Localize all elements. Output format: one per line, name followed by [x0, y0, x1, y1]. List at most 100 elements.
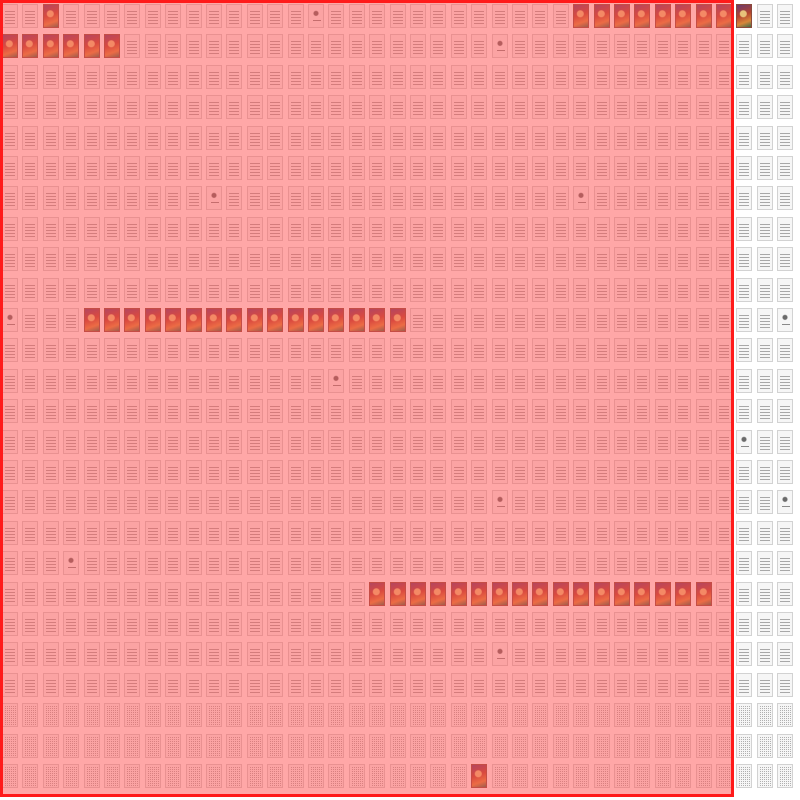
page-thumbnail[interactable]: [532, 368, 549, 393]
page-thumbnail[interactable]: [389, 216, 406, 241]
illustration-thumbnail[interactable]: [389, 308, 406, 332]
page-thumbnail[interactable]: [389, 612, 406, 636]
page-thumbnail[interactable]: [389, 95, 406, 120]
page-thumbnail[interactable]: [206, 338, 222, 363]
page-thumbnail[interactable]: [267, 642, 284, 667]
page-thumbnail[interactable]: [593, 490, 610, 515]
page-thumbnail[interactable]: [144, 460, 161, 484]
page-thumbnail[interactable]: [573, 34, 590, 59]
page-thumbnail[interactable]: [83, 338, 100, 363]
page-thumbnail[interactable]: [736, 64, 753, 89]
page-thumbnail[interactable]: [695, 368, 712, 393]
page-thumbnail[interactable]: [22, 64, 39, 89]
page-thumbnail[interactable]: [287, 764, 304, 788]
page-thumbnail[interactable]: [144, 125, 161, 150]
page-thumbnail[interactable]: [389, 703, 406, 728]
page-thumbnail[interactable]: [695, 247, 712, 272]
page-thumbnail[interactable]: [532, 429, 549, 454]
page-thumbnail[interactable]: [389, 520, 406, 545]
illustration-thumbnail[interactable]: [491, 581, 508, 606]
page-thumbnail[interactable]: [2, 156, 18, 180]
page-thumbnail[interactable]: [246, 460, 263, 484]
page-thumbnail[interactable]: [369, 34, 386, 59]
page-thumbnail[interactable]: [552, 490, 569, 515]
illustration-thumbnail[interactable]: [348, 308, 365, 332]
page-thumbnail[interactable]: [287, 4, 304, 28]
page-thumbnail[interactable]: [246, 399, 263, 424]
page-thumbnail[interactable]: [512, 64, 528, 89]
page-thumbnail[interactable]: [22, 125, 39, 150]
page-thumbnail[interactable]: [2, 216, 18, 241]
page-thumbnail[interactable]: [491, 672, 508, 697]
page-thumbnail[interactable]: [552, 156, 569, 180]
page-thumbnail[interactable]: [491, 703, 508, 728]
illustration-thumbnail[interactable]: [675, 4, 692, 28]
page-thumbnail[interactable]: [348, 399, 365, 424]
page-thumbnail[interactable]: [695, 642, 712, 667]
page-thumbnail[interactable]: [552, 4, 569, 28]
page-thumbnail[interactable]: [756, 125, 773, 150]
page-thumbnail[interactable]: [185, 186, 202, 211]
page-thumbnail[interactable]: [430, 247, 447, 272]
page-thumbnail[interactable]: [777, 186, 794, 211]
page-thumbnail[interactable]: [124, 733, 141, 758]
page-thumbnail[interactable]: [267, 764, 284, 788]
page-thumbnail[interactable]: [348, 551, 365, 576]
page-thumbnail[interactable]: [654, 277, 671, 302]
page-thumbnail[interactable]: [593, 703, 610, 728]
page-thumbnail[interactable]: [369, 703, 386, 728]
page-thumbnail[interactable]: [410, 308, 426, 332]
illustration-thumbnail[interactable]: [124, 308, 141, 332]
page-thumbnail[interactable]: [410, 216, 426, 241]
page-thumbnail[interactable]: [2, 277, 18, 302]
page-thumbnail[interactable]: [430, 733, 447, 758]
page-thumbnail[interactable]: [389, 672, 406, 697]
page-thumbnail[interactable]: [63, 95, 80, 120]
page-thumbnail[interactable]: [736, 277, 753, 302]
page-thumbnail[interactable]: [736, 308, 753, 332]
page-thumbnail[interactable]: [165, 733, 182, 758]
page-thumbnail[interactable]: [369, 368, 386, 393]
page-thumbnail[interactable]: [63, 520, 80, 545]
page-thumbnail[interactable]: [308, 733, 324, 758]
page-thumbnail[interactable]: [63, 703, 80, 728]
illustration-thumbnail[interactable]: [573, 4, 590, 28]
illustration-thumbnail[interactable]: [654, 581, 671, 606]
page-thumbnail[interactable]: [348, 4, 365, 28]
page-thumbnail[interactable]: [695, 429, 712, 454]
page-thumbnail[interactable]: [185, 642, 202, 667]
page-thumbnail[interactable]: [736, 368, 753, 393]
page-thumbnail[interactable]: [777, 156, 794, 180]
page-thumbnail[interactable]: [777, 368, 794, 393]
page-thumbnail[interactable]: [654, 338, 671, 363]
page-thumbnail[interactable]: [185, 156, 202, 180]
page-thumbnail[interactable]: [165, 490, 182, 515]
page-thumbnail[interactable]: [512, 520, 528, 545]
page-thumbnail[interactable]: [206, 34, 222, 59]
page-thumbnail[interactable]: [410, 277, 426, 302]
page-thumbnail[interactable]: [430, 125, 447, 150]
page-thumbnail[interactable]: [83, 277, 100, 302]
page-thumbnail[interactable]: [63, 429, 80, 454]
page-thumbnail[interactable]: [206, 216, 222, 241]
page-thumbnail[interactable]: [185, 581, 202, 606]
page-thumbnail[interactable]: [593, 551, 610, 576]
page-thumbnail[interactable]: [267, 429, 284, 454]
page-thumbnail[interactable]: [22, 368, 39, 393]
page-thumbnail[interactable]: [695, 490, 712, 515]
page-thumbnail[interactable]: [614, 277, 630, 302]
page-thumbnail[interactable]: [736, 399, 753, 424]
page-thumbnail[interactable]: [83, 672, 100, 697]
page-thumbnail[interactable]: [348, 247, 365, 272]
page-thumbnail[interactable]: [348, 95, 365, 120]
page-thumbnail[interactable]: [634, 551, 651, 576]
page-thumbnail[interactable]: [144, 368, 161, 393]
page-thumbnail[interactable]: [532, 764, 549, 788]
page-thumbnail[interactable]: [267, 95, 284, 120]
page-thumbnail[interactable]: [104, 399, 120, 424]
page-thumbnail[interactable]: [654, 490, 671, 515]
page-thumbnail[interactable]: [124, 399, 141, 424]
page-thumbnail[interactable]: [144, 703, 161, 728]
page-thumbnail[interactable]: [206, 764, 222, 788]
page-thumbnail[interactable]: [104, 642, 120, 667]
